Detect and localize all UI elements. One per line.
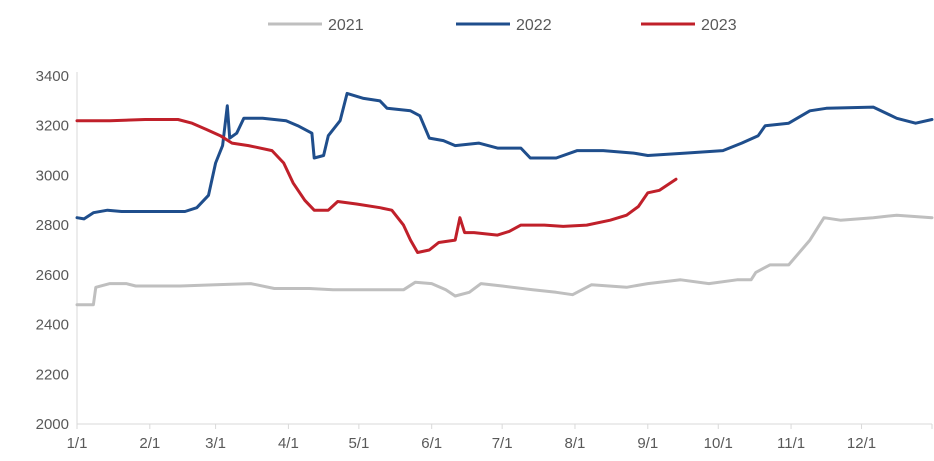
- x-tick-label: 9/1: [637, 435, 658, 452]
- y-tick-label: 3400: [36, 68, 69, 85]
- x-tick-label: 4/1: [278, 435, 299, 452]
- x-tick-label: 11/1: [777, 435, 805, 452]
- legend-label-2023: 2023: [701, 17, 737, 34]
- y-tick-label: 2200: [36, 366, 69, 383]
- y-tick-label: 3000: [36, 167, 69, 184]
- y-tick-label: 3200: [36, 118, 69, 135]
- legend: 2021 2022 2023: [268, 17, 737, 34]
- y-tick-label: 2000: [36, 416, 69, 433]
- series-line-2022: [75, 91, 934, 221]
- x-tick-label: 6/1: [421, 435, 442, 452]
- x-tick-label: 8/1: [565, 435, 586, 452]
- x-tick-label: 1/1: [67, 435, 88, 452]
- y-axis: 2000 2200 2400 2600 2800 3000 3200 3400: [36, 68, 78, 433]
- x-tick-label: 12/1: [847, 435, 876, 452]
- legend-label-2021: 2021: [328, 17, 364, 34]
- x-axis: 1/1 2/1 3/1 4/1 5/1 6/1 7/1 8/1 9/1 10/1 11/1 12/1: [67, 423, 933, 452]
- series-line-2023: [75, 118, 678, 254]
- y-tick-label: 2400: [36, 317, 69, 334]
- legend-label-2022: 2022: [516, 17, 552, 34]
- x-tick-label: 2/1: [139, 435, 160, 452]
- x-tick-label: 5/1: [348, 435, 369, 452]
- y-tick-label: 2600: [36, 267, 69, 284]
- x-tick-label: 10/1: [704, 435, 733, 452]
- x-tick-label: 3/1: [205, 435, 226, 452]
- plot-series: [75, 91, 934, 307]
- y-tick-label: 2800: [36, 217, 69, 234]
- x-tick-label: 7/1: [492, 435, 513, 452]
- series-line-2021: [75, 213, 934, 307]
